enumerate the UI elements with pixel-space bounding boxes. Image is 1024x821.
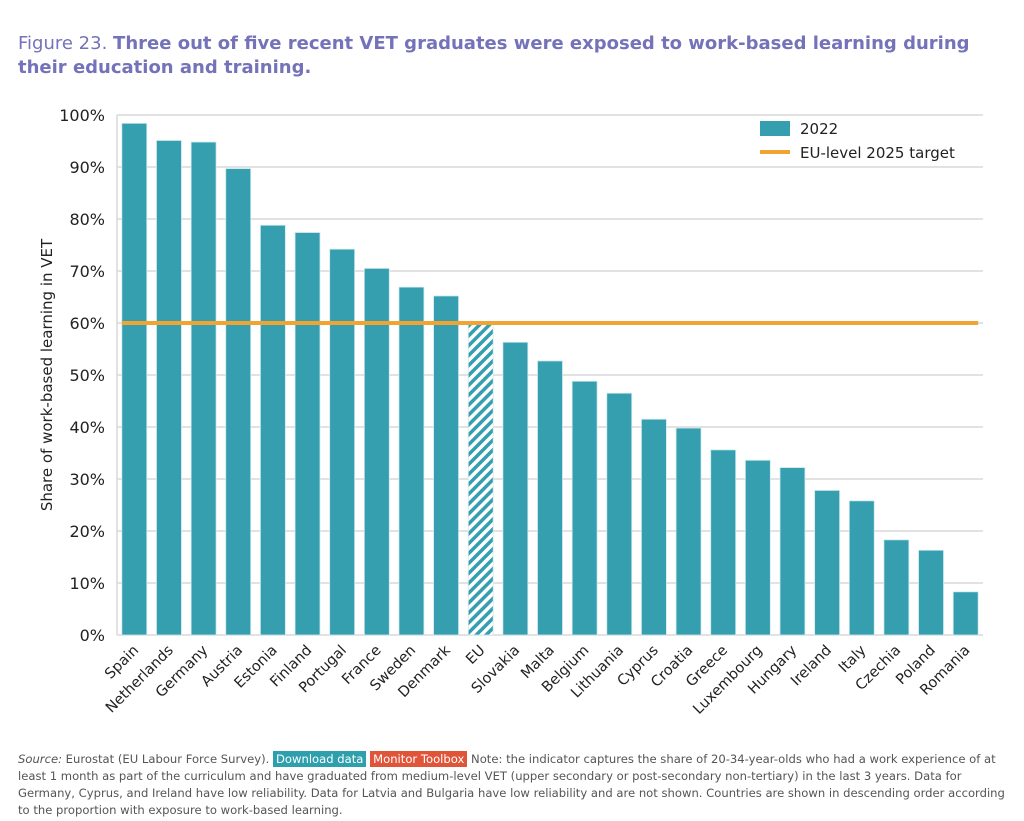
y-tick-label: 50% bbox=[69, 366, 105, 385]
source-text: Eurostat (EU Labour Force Survey). bbox=[61, 752, 273, 766]
bar-france bbox=[363, 267, 390, 636]
bar-austria bbox=[225, 168, 252, 636]
bar-poland bbox=[918, 549, 944, 636]
bar-romania bbox=[952, 591, 979, 636]
download-data-button[interactable]: Download data bbox=[272, 751, 367, 767]
footer-note: Note: the indicator captures the share o… bbox=[18, 752, 1005, 817]
source-label: Source: bbox=[18, 752, 62, 766]
y-tick-label: 80% bbox=[69, 210, 105, 229]
bar-denmark bbox=[433, 295, 459, 636]
legend-label-2022: 2022 bbox=[800, 120, 838, 138]
y-tick-label: 10% bbox=[69, 574, 105, 593]
figure-number: Figure 23. bbox=[18, 33, 108, 54]
bar-finland bbox=[294, 232, 321, 636]
bar-netherlands bbox=[156, 140, 182, 636]
bar-italy bbox=[848, 500, 875, 636]
bar-hungary bbox=[779, 467, 806, 636]
x-tick-label: EU bbox=[463, 643, 488, 668]
legend: 2022 EU-level 2025 target bbox=[760, 120, 955, 162]
figure-footer: Source: Eurostat (EU Labour Force Survey… bbox=[18, 751, 1013, 819]
bar-slovakia bbox=[502, 341, 529, 636]
monitor-toolbox-button[interactable]: Monitor Toolbox bbox=[370, 751, 468, 767]
bar-germany bbox=[190, 141, 217, 636]
y-tick-label: 0% bbox=[80, 626, 105, 645]
y-tick-label: 90% bbox=[69, 158, 105, 177]
y-tick-label: 100% bbox=[59, 106, 105, 125]
bar-estonia bbox=[260, 224, 286, 636]
bar-chart: 0%10%20%30%40%50%60%70%80%90%100% SpainN… bbox=[38, 106, 983, 718]
figure-title: Figure 23. Three out of five recent VET … bbox=[18, 32, 1013, 80]
y-tick-label: 60% bbox=[69, 314, 105, 333]
bar-lithuania bbox=[606, 392, 633, 636]
bar-sweden bbox=[398, 286, 425, 636]
y-tick-label: 30% bbox=[69, 470, 105, 489]
y-tick-label: 20% bbox=[69, 522, 105, 541]
bar-greece bbox=[710, 449, 737, 636]
legend-label-target: EU-level 2025 target bbox=[800, 144, 955, 162]
bar-spain bbox=[121, 122, 148, 636]
figure-heading: Three out of five recent VET graduates w… bbox=[18, 33, 970, 78]
bar-ireland bbox=[814, 490, 840, 636]
bar-luxembourg bbox=[744, 459, 771, 636]
bar-portugal bbox=[329, 248, 356, 636]
bar-czechia bbox=[883, 539, 910, 636]
y-axis-label: Share of work-based learning in VET bbox=[38, 238, 56, 511]
bar-cyprus bbox=[641, 418, 667, 636]
bar-croatia bbox=[675, 427, 702, 636]
y-tick-label: 70% bbox=[69, 262, 105, 281]
bar-belgium bbox=[571, 380, 598, 636]
bar-eu bbox=[467, 322, 494, 636]
legend-swatch-2022 bbox=[760, 121, 790, 136]
y-tick-label: 40% bbox=[69, 418, 105, 437]
bar-malta bbox=[537, 360, 563, 636]
